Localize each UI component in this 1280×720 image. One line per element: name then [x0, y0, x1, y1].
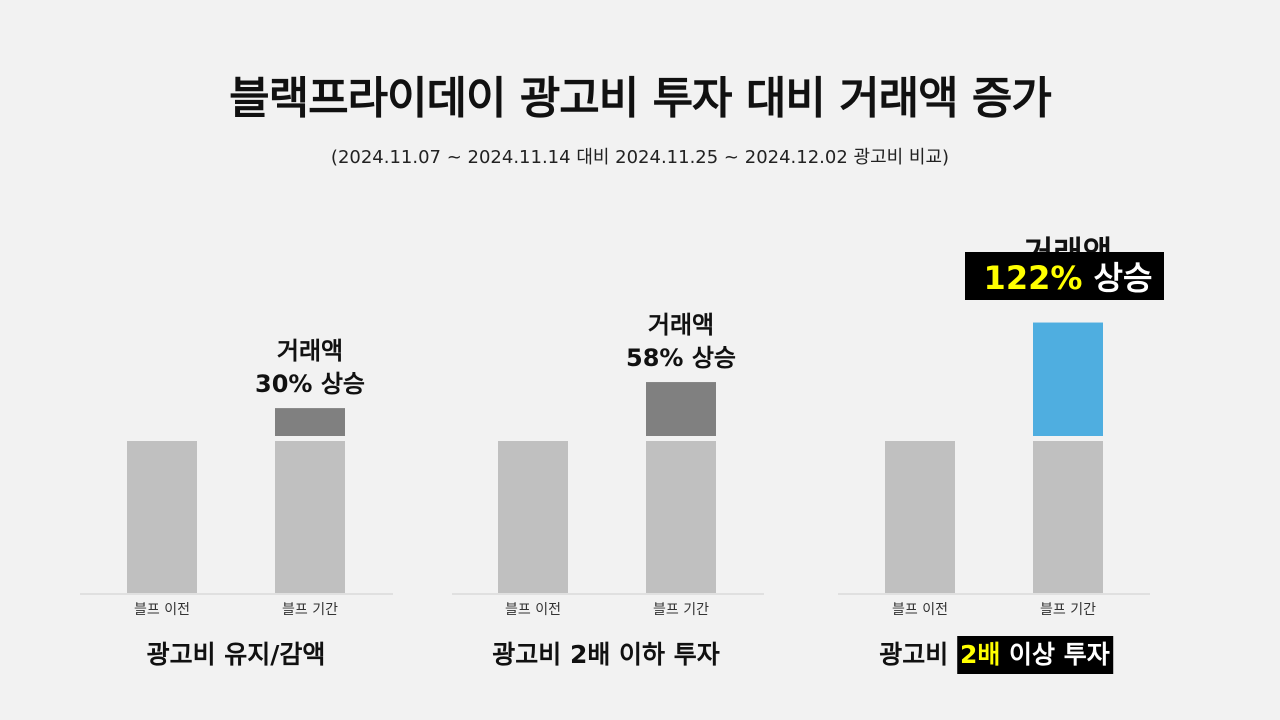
annotation-line2: 30% 상승 [255, 370, 365, 398]
annotation-line1: 거래액 [277, 337, 343, 365]
group-label-suffix: 이상 투자 [1000, 640, 1110, 669]
x-tick-label: 블프 기간 [1040, 602, 1096, 618]
bar-before [127, 441, 197, 593]
group-label-prefix: 광고비 [879, 640, 957, 669]
bar-increase-segment [275, 408, 345, 436]
bar-during-base [646, 441, 716, 593]
annotation-highlight-rest: 상승 [1082, 259, 1152, 297]
group-label-highlight: 2배 [959, 640, 1001, 669]
page-title: 블랙프라이데이 광고비 투자 대비 거래액 증가 [229, 73, 1052, 124]
bar-before [885, 441, 955, 593]
bar-increase-segment [646, 382, 716, 436]
bar-before [498, 441, 568, 593]
group-label-over-2x: 광고비 2배 이상 투자 [879, 636, 1113, 674]
x-tick-label: 블프 기간 [653, 602, 709, 618]
group-label-under-2x: 광고비 2배 이하 투자 [492, 640, 720, 669]
bar-during-base [275, 441, 345, 593]
annotation-line2: 122% 상승 [984, 259, 1153, 297]
x-tick-label: 블프 이전 [505, 602, 561, 618]
x-tick-label: 블프 이전 [134, 602, 190, 618]
group-label-highlight-box: 2배 이상 투자 [956, 636, 1113, 674]
group-label-maintain: 광고비 유지/감액 [146, 640, 326, 669]
bar-increase-segment [1033, 322, 1103, 436]
x-tick-label: 블프 이전 [892, 602, 948, 618]
bar-during-base [1033, 441, 1103, 593]
annotation-highlight-value: 122% [984, 259, 1083, 297]
annotation-highlight-box [965, 252, 1164, 300]
annotation-line2: 58% 상승 [626, 344, 736, 372]
annotation-line1: 거래액 [648, 311, 714, 339]
x-tick-label: 블프 기간 [282, 602, 338, 618]
page-subtitle: (2024.11.07 ~ 2024.11.14 대비 2024.11.25 ~… [330, 147, 950, 168]
